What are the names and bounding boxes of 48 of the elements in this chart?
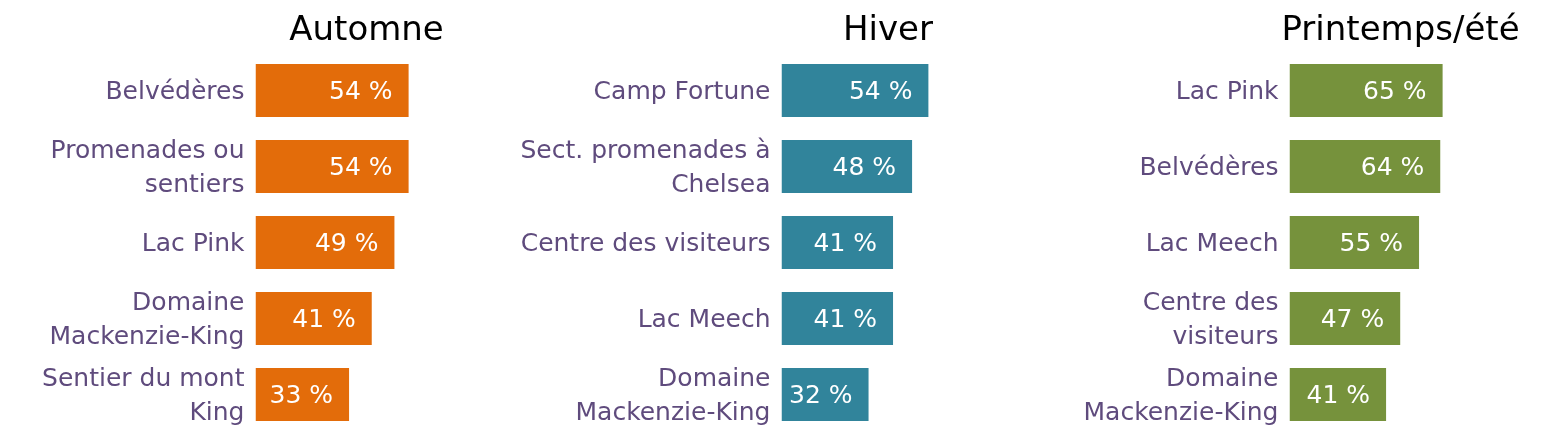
y-tick-label: Lac Pink [1175,76,1280,105]
data-label: 41 % [1306,380,1371,409]
data-label: 41 % [813,228,878,257]
bar [255,139,409,194]
y-tick-label: Domaine Mackenzie-King [1083,362,1279,427]
y-tick-label: Domaine Mackenzie-King [575,362,771,427]
y-tick-label: Centre des visiteurs [520,228,771,257]
bar [1289,291,1401,346]
y-tick-label: Lac Meech [1145,228,1279,257]
y-tick-label: Centre des visiteurs [1142,286,1279,351]
y-tick-label: Lac Pink [141,228,246,257]
chart-title: Hiver [842,7,934,48]
y-tick-label: Sect. promenades à Chelsea [520,134,771,199]
data-label: 41 % [292,304,356,333]
y-tick-label: Domaine Mackenzie-King [49,286,245,351]
bar [781,215,894,270]
bar [1289,63,1443,118]
data-label: 33 % [269,380,334,409]
data-label: 55 % [1339,228,1404,257]
y-tick-label: Promenades ou sentiers [50,134,245,199]
bar [255,215,395,270]
data-label: 54 % [848,76,913,105]
data-label: 49 % [314,228,379,257]
data-label: 54 % [329,76,393,105]
y-tick-label: Camp Fortune [593,76,771,105]
chart-title: Automne [289,7,444,48]
data-label: 41 % [813,304,878,333]
bar [781,367,869,422]
bar [255,367,350,422]
bar [781,139,913,194]
data-label: 54 % [329,152,393,181]
data-label: 32 % [789,380,853,409]
bar [1289,139,1441,194]
y-tick-label: Sentier du mont King [42,362,245,427]
data-label: 47 % [1320,304,1385,333]
data-label: 64 % [1360,152,1425,181]
chart-title: Printemps/été [1281,7,1520,48]
data-label: 65 % [1363,76,1427,105]
bar [1289,367,1387,422]
bar [255,291,372,346]
bar [1289,215,1420,270]
bar [255,63,409,118]
y-tick-label: Belvédères [1139,152,1279,181]
y-tick-label: Belvédères [105,76,245,105]
bar [781,63,929,118]
data-label: 48 % [832,152,897,181]
bar [781,291,894,346]
y-tick-label: Lac Meech [637,304,771,333]
